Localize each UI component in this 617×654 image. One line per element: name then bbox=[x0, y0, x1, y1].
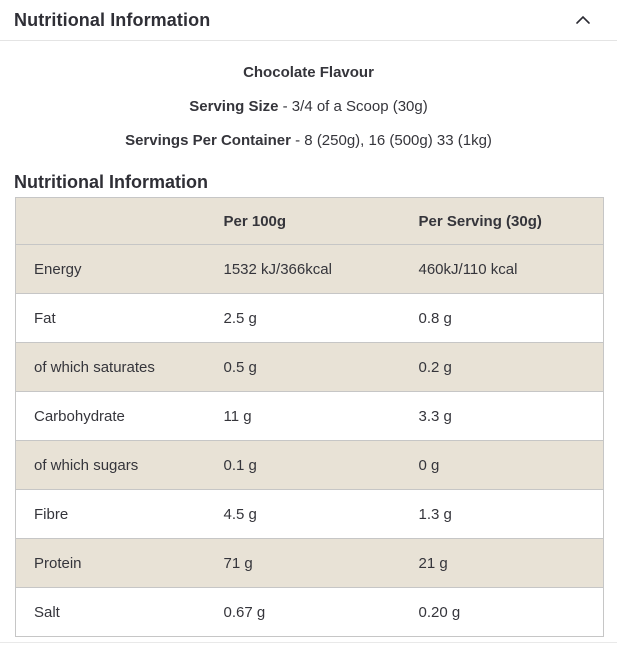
row-per-100g: 1532 kJ/366kcal bbox=[223, 260, 332, 278]
accordion-title: Nutritional Information bbox=[14, 9, 211, 30]
row-per-100g: 0.67 g bbox=[223, 603, 266, 621]
row-label: Salt bbox=[34, 603, 60, 621]
nutrition-table-title: Nutritional Information bbox=[14, 172, 208, 192]
row-per-100g: 4.5 g bbox=[223, 505, 257, 523]
table-row-fat: Fat 2.5 g 0.8 g bbox=[15, 293, 604, 343]
table-row-fibre: Fibre 4.5 g 1.3 g bbox=[15, 489, 604, 539]
row-per-100g: 11 g bbox=[223, 407, 252, 425]
row-label: of which sugars bbox=[34, 456, 139, 474]
table-header-row: Per 100g Per Serving (30g) bbox=[15, 197, 604, 245]
product-intro: Chocolate Flavour Serving Size - 3/4 of … bbox=[0, 64, 617, 149]
nutrition-table: Per 100g Per Serving (30g) Energy 1532 k… bbox=[15, 197, 604, 637]
flavour-line: Chocolate Flavour bbox=[0, 64, 617, 81]
table-row-salt: Salt 0.67 g 0.20 g bbox=[15, 587, 604, 637]
row-per-serving: 460kJ/110 kcal bbox=[418, 260, 518, 278]
header-per-100g: Per 100g bbox=[223, 212, 287, 230]
row-per-serving: 0.2 g bbox=[418, 358, 452, 376]
row-label: Energy bbox=[34, 260, 82, 278]
row-per-100g: 71 g bbox=[223, 554, 253, 572]
table-row-energy: Energy 1532 kJ/366kcal 460kJ/110 kcal bbox=[15, 244, 604, 294]
row-label: of which saturates bbox=[34, 358, 155, 376]
row-label: Fibre bbox=[34, 505, 69, 523]
section-divider bbox=[0, 642, 617, 643]
row-label: Fat bbox=[34, 309, 56, 327]
row-per-serving: 0.8 g bbox=[418, 309, 452, 327]
row-per-serving: 1.3 g bbox=[418, 505, 452, 523]
servings-per-container-line: Servings Per Container - 8 (250g), 16 (5… bbox=[0, 132, 617, 149]
flavour-text: Chocolate Flavour bbox=[243, 64, 374, 81]
header-per-serving: Per Serving (30g) bbox=[418, 212, 542, 230]
serving-size-line: Serving Size - 3/4 of a Scoop (30g) bbox=[0, 98, 617, 115]
nutritional-information-accordion-header[interactable]: Nutritional Information bbox=[0, 0, 617, 41]
servings-per-container-value: - 8 (250g), 16 (500g) 33 (1kg) bbox=[295, 132, 492, 149]
row-per-100g: 0.1 g bbox=[223, 456, 257, 474]
table-row-saturates: of which saturates 0.5 g 0.2 g bbox=[15, 342, 604, 392]
row-per-serving: 0 g bbox=[418, 456, 440, 474]
table-row-carbohydrate: Carbohydrate 11 g 3.3 g bbox=[15, 391, 604, 441]
servings-per-container-label: Servings Per Container bbox=[125, 132, 291, 149]
row-per-serving: 0.20 g bbox=[418, 603, 461, 621]
row-per-serving: 3.3 g bbox=[418, 407, 452, 425]
row-per-100g: 2.5 g bbox=[223, 309, 257, 327]
row-label: Protein bbox=[34, 554, 82, 572]
header-empty-cell bbox=[16, 198, 206, 245]
serving-size-value: - 3/4 of a Scoop (30g) bbox=[282, 98, 428, 115]
row-per-100g: 0.5 g bbox=[223, 358, 257, 376]
serving-size-label: Serving Size bbox=[189, 98, 279, 115]
table-row-protein: Protein 71 g 21 g bbox=[15, 538, 604, 588]
row-label: Carbohydrate bbox=[34, 407, 125, 425]
chevron-up-icon[interactable] bbox=[575, 15, 591, 25]
table-row-sugars: of which sugars 0.1 g 0 g bbox=[15, 440, 604, 490]
row-per-serving: 21 g bbox=[418, 554, 448, 572]
